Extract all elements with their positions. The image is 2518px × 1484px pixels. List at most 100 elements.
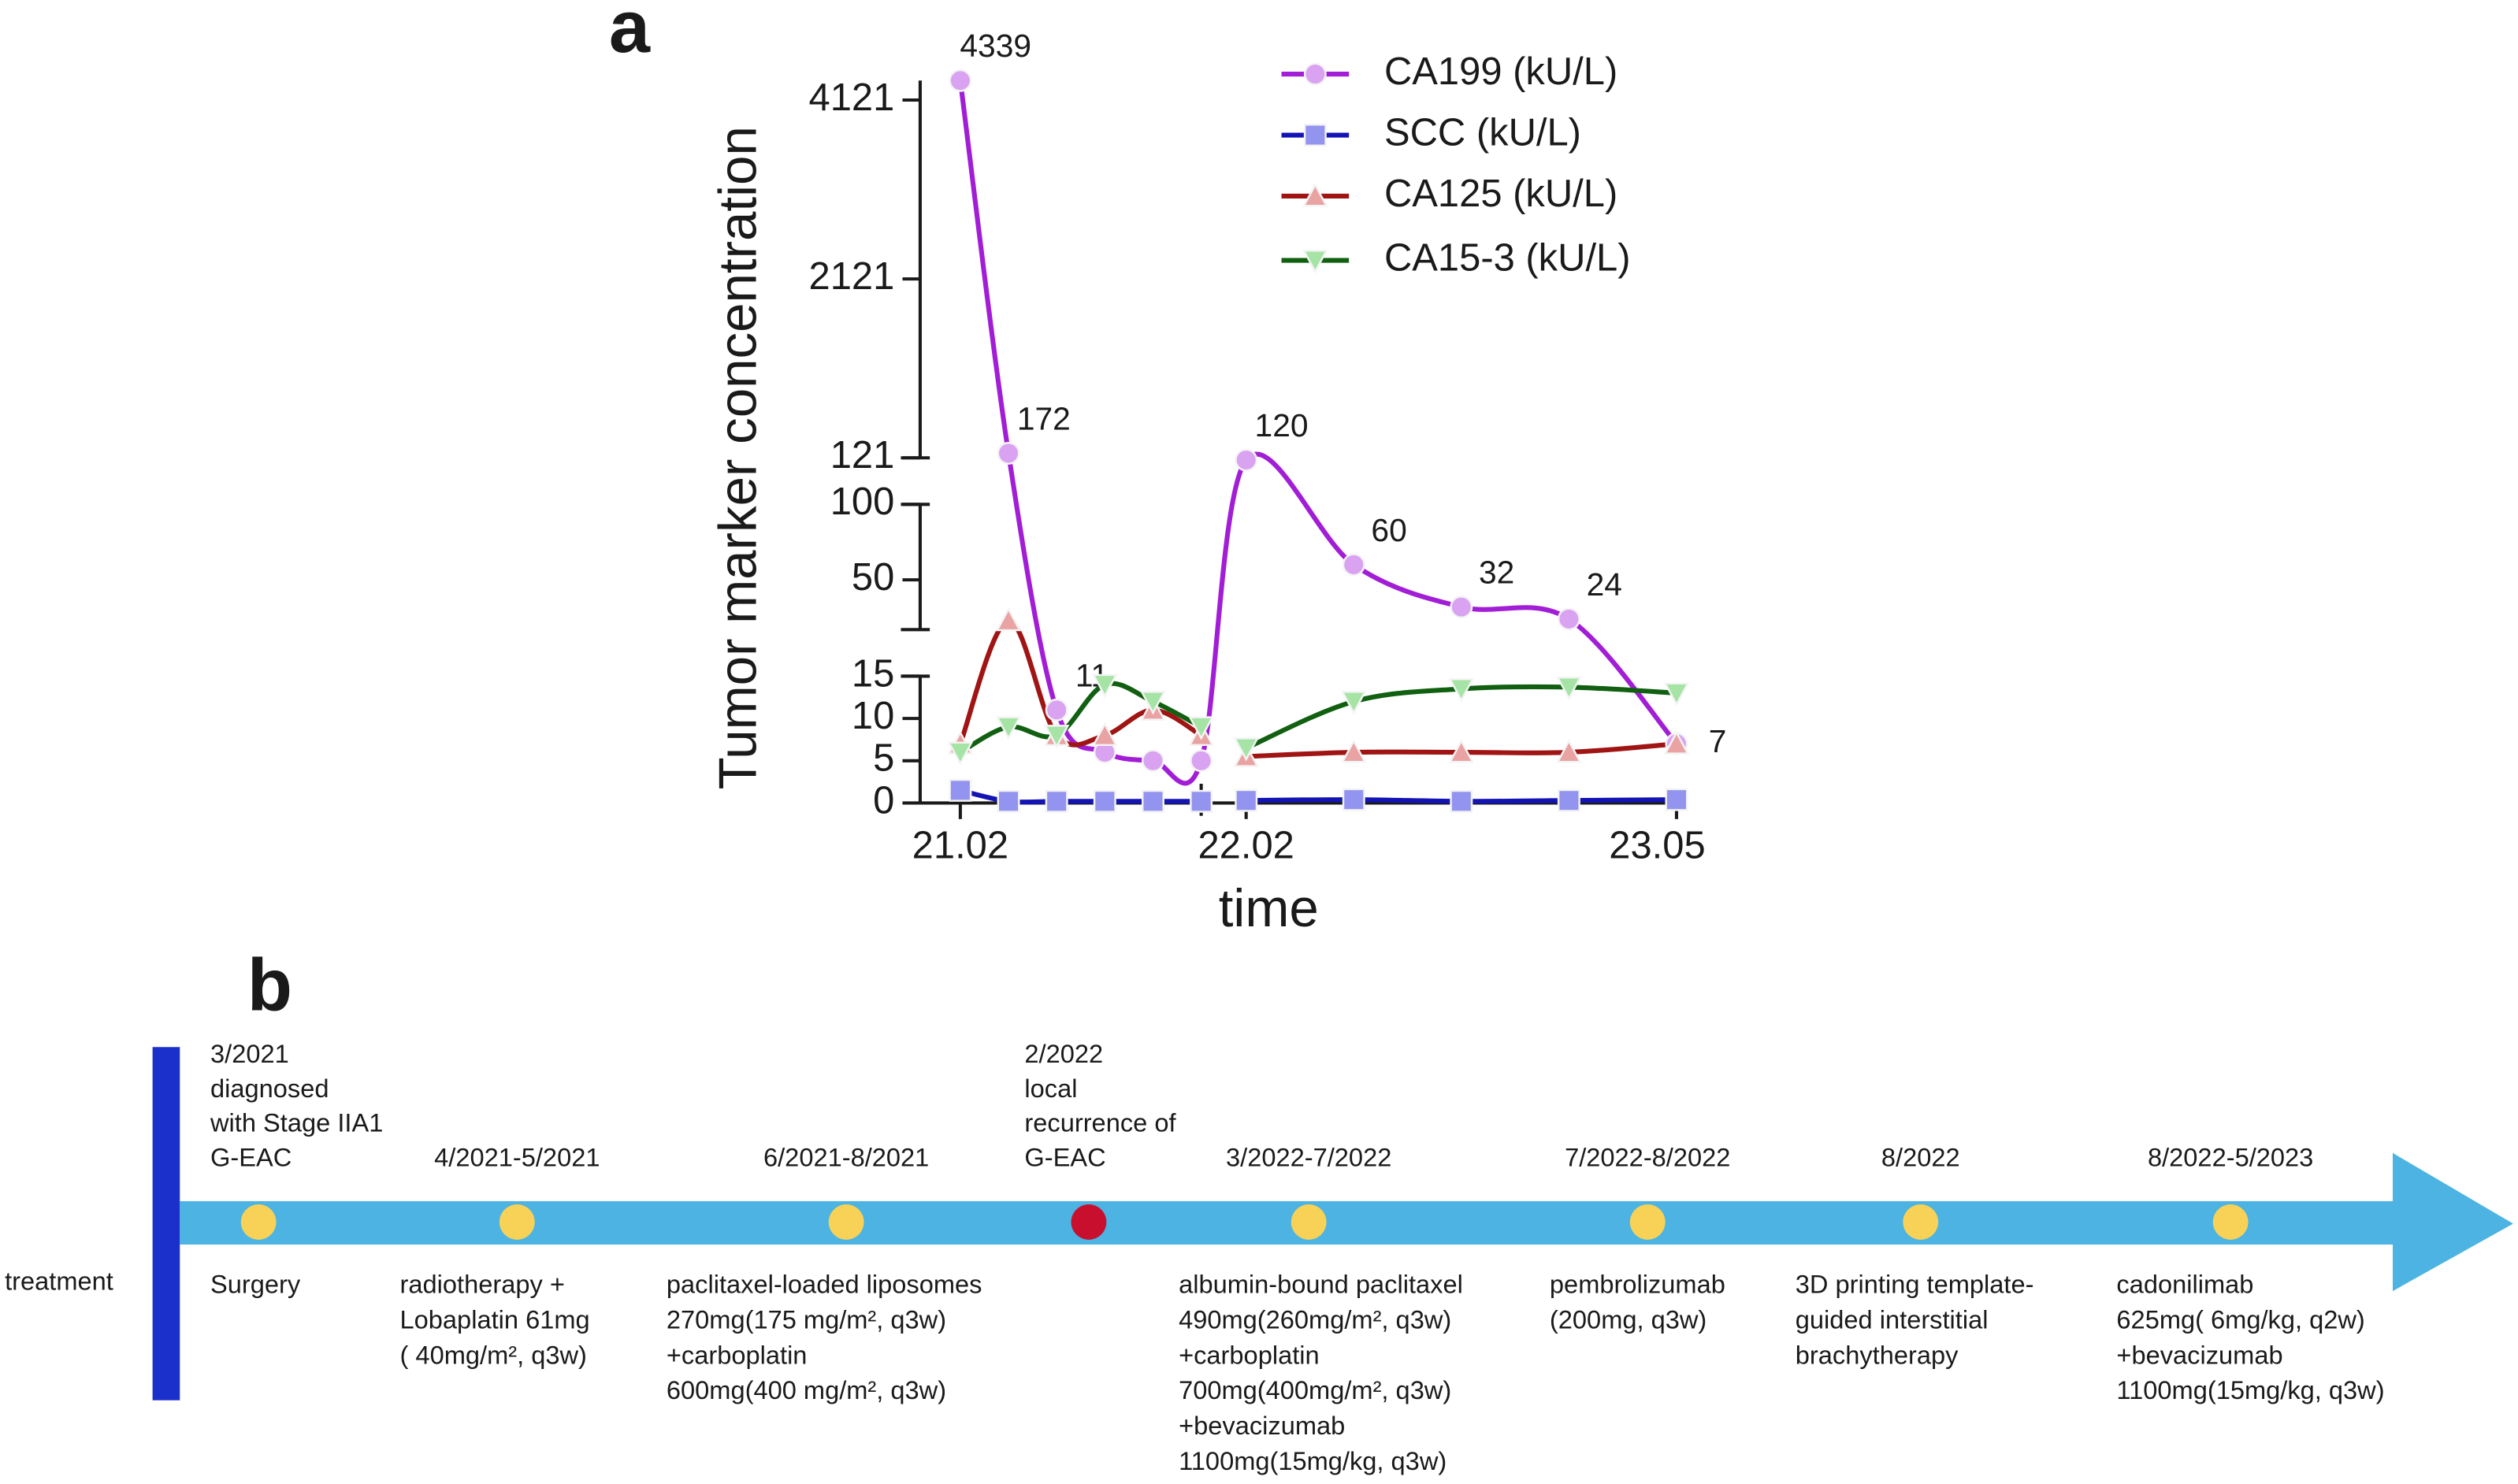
marker	[1450, 789, 1473, 813]
event-treatment: 1100mg(15mg/kg, q3w)	[1179, 1446, 1447, 1475]
event-treatment: +carboplatin	[667, 1340, 808, 1369]
marker	[1235, 788, 1258, 812]
x-tick-label: 23.05	[1609, 824, 1705, 866]
marker	[997, 789, 1020, 813]
event-treatment: pembrolizumab	[1550, 1270, 1725, 1299]
marker	[1450, 595, 1473, 619]
timeline-event	[1071, 1204, 1107, 1240]
marker	[1045, 698, 1068, 722]
timeline-event	[240, 1204, 277, 1240]
x-tick-label: 21.02	[912, 824, 1008, 866]
marker	[1045, 789, 1068, 813]
event-treatment: 700mg(400mg/m², q3w)	[1179, 1375, 1451, 1404]
data-label: 32	[1479, 555, 1514, 591]
timeline-event	[1291, 1204, 1327, 1240]
marker	[1303, 62, 1327, 86]
event-treatment: radiotherapy +	[400, 1270, 565, 1299]
marker	[1302, 183, 1328, 207]
y-tick-label: 4121	[809, 76, 895, 119]
timeline-label: treatment	[5, 1267, 113, 1296]
marker	[1557, 607, 1580, 631]
event-date: 7/2022-8/2022	[1565, 1143, 1730, 1172]
marker	[997, 441, 1020, 465]
event-treatment: 1100mg(15mg/kg, q3w)	[2116, 1375, 2384, 1404]
timeline-event	[828, 1204, 864, 1240]
event-date: 8/2022-5/2023	[2148, 1143, 2313, 1172]
event-treatment: 625mg( 6mg/kg, q2w)	[2116, 1304, 2364, 1334]
marker	[1342, 553, 1365, 577]
event-date: with Stage IIA1	[210, 1108, 383, 1137]
event-treatment: ( 40mg/m², q3w)	[400, 1340, 587, 1369]
marker	[1233, 737, 1260, 762]
marker	[947, 741, 974, 766]
legend-label: CA15-3 (kU/L)	[1384, 236, 1631, 279]
timeline-bar	[180, 1200, 2397, 1245]
timeline-event	[1903, 1204, 1939, 1240]
marker	[1140, 691, 1166, 715]
y-tick-label: 10	[852, 695, 894, 737]
legend-label: CA199 (kU/L)	[1384, 50, 1617, 93]
data-label: 4339	[960, 28, 1031, 64]
marker	[1557, 788, 1580, 812]
timeline-start	[152, 1047, 180, 1401]
event-date: local	[1024, 1074, 1077, 1103]
marker	[1448, 678, 1475, 703]
marker	[1093, 789, 1116, 813]
marker	[1556, 739, 1582, 763]
event-date: 4/2021-5/2021	[434, 1143, 600, 1172]
event-treatment: paclitaxel-loaded liposomes	[667, 1270, 982, 1299]
event-treatment: Lobaplatin 61mg	[400, 1304, 590, 1334]
event-treatment: +bevacizumab	[1179, 1411, 1345, 1440]
marker	[1302, 250, 1328, 274]
marker	[1663, 730, 1690, 755]
event-treatment: brachytherapy	[1796, 1340, 1959, 1369]
timeline-arrowhead	[2393, 1152, 2513, 1292]
event-date: G-EAC	[1024, 1143, 1105, 1172]
event-date: 3/2021	[210, 1039, 289, 1068]
event-treatment: +bevacizumab	[2116, 1340, 2282, 1369]
panel-label: a	[609, 0, 651, 68]
event-date: recurrence of	[1024, 1108, 1176, 1137]
event-treatment: 270mg(175 mg/m², q3w)	[667, 1304, 946, 1334]
marker	[1190, 789, 1213, 813]
event-date: 2/2022	[1024, 1039, 1103, 1068]
marker	[949, 69, 972, 92]
legend-label: SCC (kU/L)	[1384, 111, 1581, 154]
timeline-event	[2212, 1204, 2249, 1240]
event-date: 3/2022-7/2022	[1226, 1143, 1391, 1172]
marker	[1448, 739, 1475, 763]
event-treatment: albumin-bound paclitaxel	[1179, 1270, 1463, 1299]
marker	[1342, 788, 1365, 811]
marker	[1340, 739, 1367, 763]
data-label: 24	[1587, 566, 1622, 603]
event-date: 6/2021-8/2021	[763, 1143, 929, 1172]
x-tick-label: 22.02	[1198, 824, 1294, 866]
marker	[949, 778, 972, 802]
timeline-event	[499, 1204, 535, 1240]
y-tick-label: 0	[873, 779, 894, 822]
y-axis-label: Tumor marker concentration	[708, 126, 767, 789]
event-date: diagnosed	[210, 1074, 329, 1103]
y-tick-label: 2121	[809, 255, 895, 298]
marker	[995, 607, 1022, 632]
marker	[1092, 673, 1118, 699]
event-treatment: 490mg(260mg/m², q3w)	[1179, 1304, 1451, 1334]
marker	[1142, 749, 1164, 773]
timeline-event	[1629, 1204, 1666, 1240]
marker	[1340, 691, 1367, 715]
y-tick-label: 15	[852, 652, 894, 695]
marker	[995, 716, 1022, 740]
event-treatment: 600mg(400 mg/m², q3w)	[667, 1375, 946, 1404]
marker	[1235, 448, 1258, 472]
data-label: 7	[1709, 723, 1727, 759]
marker	[1665, 788, 1688, 811]
series-line	[960, 788, 1201, 805]
y-tick-label: 100	[830, 480, 895, 523]
marker	[1142, 789, 1164, 813]
marker	[1190, 749, 1213, 773]
data-label: 60	[1371, 512, 1406, 548]
series-line	[957, 80, 1679, 786]
event-treatment: 3D printing template-	[1796, 1270, 2034, 1299]
marker	[1043, 725, 1070, 749]
marker	[1556, 676, 1582, 701]
